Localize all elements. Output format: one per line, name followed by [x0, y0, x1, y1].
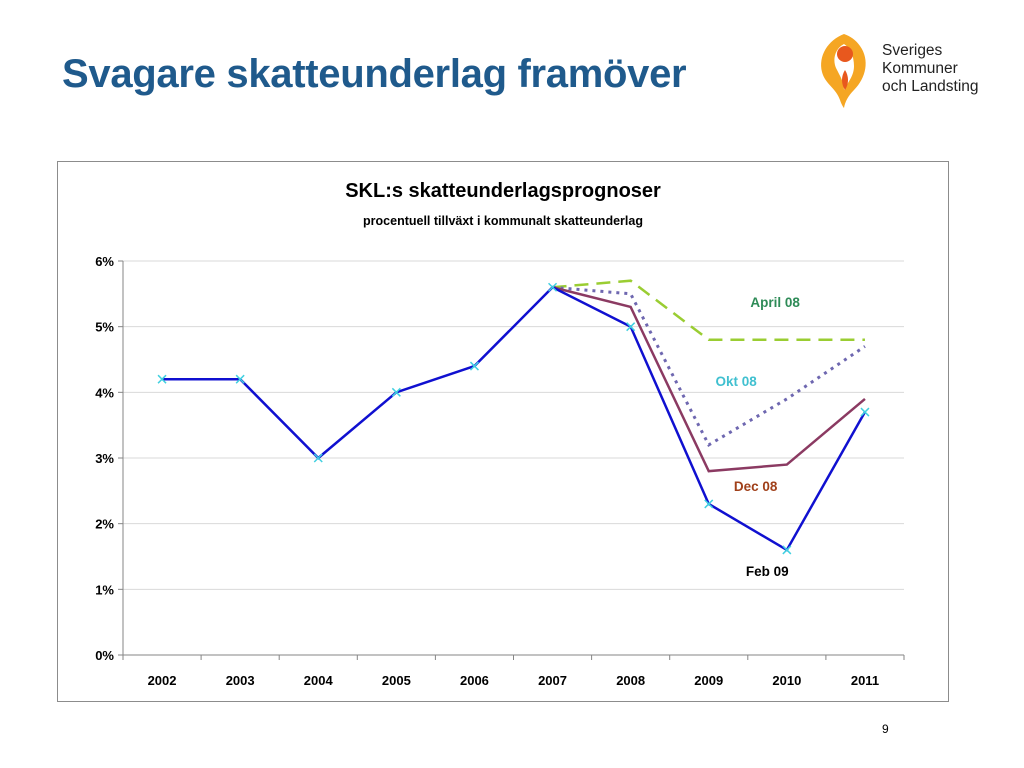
skl-flame-icon: [821, 34, 866, 108]
x-tick-label: 2007: [538, 673, 567, 688]
skl-logo: Sveriges Kommuner och Landsting: [814, 30, 1004, 110]
x-tick-label: 2003: [226, 673, 255, 688]
page-number: 9: [882, 722, 889, 736]
slide-title: Svagare skatteunderlag framöver: [62, 52, 687, 96]
series-label-feb-09: Feb 09: [746, 564, 789, 579]
x-tick-label: 2006: [460, 673, 489, 688]
x-tick-label: 2008: [616, 673, 645, 688]
data-point-marker: [391, 387, 401, 397]
x-tick-label: 2011: [851, 673, 879, 688]
y-tick-label: 4%: [95, 385, 114, 400]
x-tick-label: 2005: [382, 673, 411, 688]
series-label-april-08: April 08: [750, 295, 800, 310]
series-label-okt-08: Okt 08: [715, 374, 757, 389]
y-tick-label: 6%: [95, 254, 114, 269]
x-tick-label: 2002: [148, 673, 177, 688]
data-point-marker: [782, 545, 792, 555]
series-line-feb-09: [162, 285, 867, 552]
y-tick-label: 3%: [95, 451, 114, 466]
data-point-marker: [860, 407, 870, 417]
data-point-marker: [235, 374, 245, 384]
y-tick-label: 2%: [95, 517, 114, 532]
x-tick-label: 2004: [304, 673, 334, 688]
logo-line-2: Kommuner: [882, 60, 958, 77]
data-point-marker: [548, 282, 558, 292]
x-tick-label: 2009: [694, 673, 723, 688]
chart-title: SKL:s skatteunderlagsprognoser: [345, 180, 661, 202]
y-tick-label: 1%: [95, 582, 114, 597]
logo-line-3: och Landsting: [882, 78, 979, 95]
series-label-dec-08: Dec 08: [734, 479, 778, 494]
data-point-marker: [469, 361, 479, 371]
logo-text: Sveriges Kommuner och Landsting: [882, 42, 979, 96]
x-tick-label: 2010: [772, 673, 801, 688]
chart-container: SKL:s skatteunderlagsprognoser procentue…: [57, 161, 949, 702]
series-line-dec-08: [552, 286, 866, 473]
series-line-april-08: [552, 279, 865, 342]
data-point-marker: [626, 322, 636, 332]
y-tick-label: 0%: [95, 648, 114, 663]
chart-subtitle: procentuell tillväxt i kommunalt skatteu…: [363, 214, 643, 228]
line-chart: 0% 1% 2% 3% 4% 5% 6% 2002 2003 2004 2005 2006 2007 20…: [95, 254, 905, 688]
data-point-marker: [157, 374, 167, 384]
series-line-okt-08: [552, 285, 866, 447]
y-tick-label: 5%: [95, 320, 114, 335]
logo-line-1: Sveriges: [882, 42, 943, 59]
data-point-marker: [313, 453, 323, 463]
data-point-marker: [704, 499, 714, 509]
